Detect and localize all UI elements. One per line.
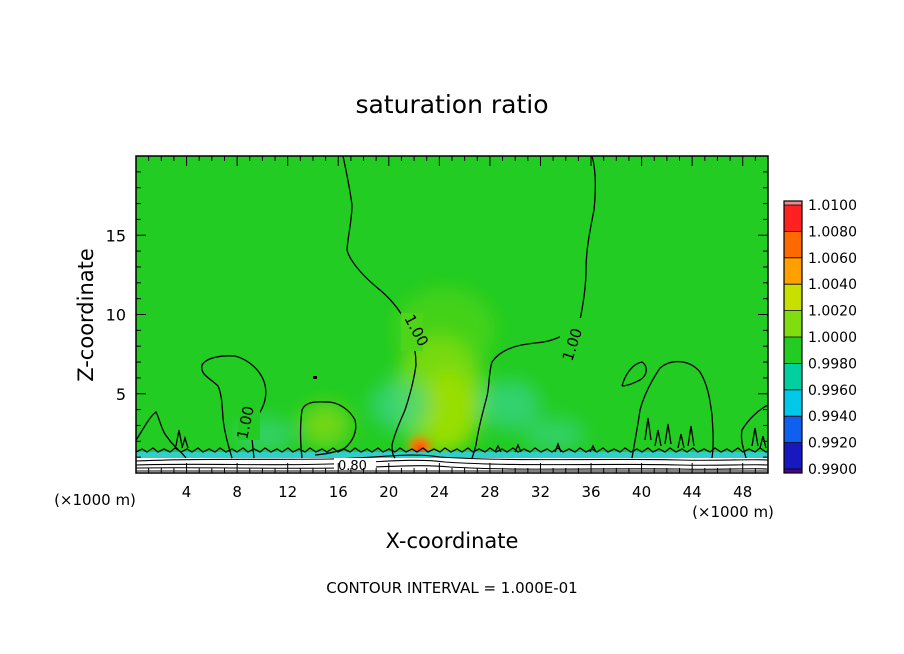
heatmap-cyan-right (480, 380, 540, 430)
colorbar-label: 0.9960 (808, 383, 857, 399)
contour-line-left-edge (136, 411, 187, 459)
colorbar-swatch (784, 363, 802, 390)
ground-contour-1 (136, 454, 768, 462)
heatmap-plume-mid (420, 370, 476, 450)
contour-label-5: 0.80 (338, 459, 367, 474)
colorbar-label: 0.9980 (808, 356, 857, 372)
x-tick-label: 36 (581, 483, 600, 501)
colorbar-label: 1.0100 (808, 198, 857, 214)
colorbar-label: 0.9920 (808, 436, 857, 452)
x-tick-label: 16 (329, 483, 348, 501)
heatmap-cyan-left (370, 380, 430, 430)
x-axis-ticks: 4 8 12 16 20 24 28 32 36 40 44 48 (148, 156, 756, 501)
colorbar-label: 1.0020 (808, 304, 857, 320)
x-tick-label: 44 (683, 483, 702, 501)
colorbar-label: 1.0000 (808, 330, 857, 346)
colorbar-label: 1.0080 (808, 224, 857, 240)
x-tick-label: 48 (733, 483, 752, 501)
x-unit-right: (×1000 m) (692, 503, 774, 521)
contour-line-right-blob (631, 361, 714, 459)
colorbar-label: 1.0060 (808, 251, 857, 267)
contour-line-squiggles-left (136, 447, 768, 453)
x-tick-label: 8 (232, 483, 242, 501)
colorbar-label: 0.9940 (808, 409, 857, 425)
colorbar-swatch (784, 201, 802, 205)
chart-title: saturation ratio (355, 90, 548, 119)
x-unit-left: (×1000 m) (54, 491, 136, 509)
x-tick-label: 32 (531, 483, 550, 501)
y-tick-label: 10 (106, 306, 126, 325)
colorbar-swatch (784, 284, 802, 311)
colorbar-swatch (784, 205, 802, 232)
contour-line-right-plume (471, 156, 596, 459)
heatmap-field (136, 156, 768, 473)
colorbar-swatch (784, 257, 802, 285)
colorbar-swatch (784, 389, 802, 417)
contour-label-bg-2 (560, 318, 582, 362)
contour-interval-footer: CONTOUR INTERVAL = 1.000E-01 (326, 579, 577, 597)
x-axis-label: X-coordinate (386, 529, 519, 553)
heatmap-yellow-left (300, 403, 350, 447)
x-tick-label: 24 (430, 483, 449, 501)
contour-label-bg-3 (238, 400, 260, 440)
ground-contour-2 (136, 459, 768, 466)
contour-line-small-loop (621, 361, 647, 387)
y-tick-label: 5 (116, 385, 126, 404)
colorbar-label: 1.0040 (808, 277, 857, 293)
contour-label-bg-5 (334, 458, 376, 470)
colorbar: 1.0100 1.0080 1.0060 1.0040 1.0020 1.0000 0.99… (783, 198, 857, 478)
colorbar-swatch (784, 337, 802, 364)
y-axis-ticks: 5 10 15 (106, 171, 768, 458)
colorbar-swatch (784, 469, 802, 473)
x-tick-label: 12 (278, 483, 297, 501)
contour-line-small-peaks (175, 417, 767, 453)
x-tick-label: 4 (182, 483, 192, 501)
colorbar-swatch (784, 231, 802, 258)
x-tick-label: 28 (480, 483, 499, 501)
colorbar-swatch (784, 442, 802, 469)
contour-line-right-edge (740, 404, 768, 459)
colorbar-swatch (784, 310, 802, 337)
colorbar-swatch (784, 416, 802, 443)
contour-label-bg-1 (401, 313, 423, 351)
heatmap-cyan-mid (525, 417, 585, 453)
colorbar-label: 0.9900 (808, 462, 857, 478)
x-tick-label: 40 (632, 483, 651, 501)
x-tick-label: 20 (379, 483, 398, 501)
contour-marker-dot (313, 376, 317, 379)
heatmap-surface-strip (136, 452, 768, 461)
y-tick-label: 15 (106, 226, 126, 245)
y-axis-label: Z-coordinate (74, 248, 98, 382)
